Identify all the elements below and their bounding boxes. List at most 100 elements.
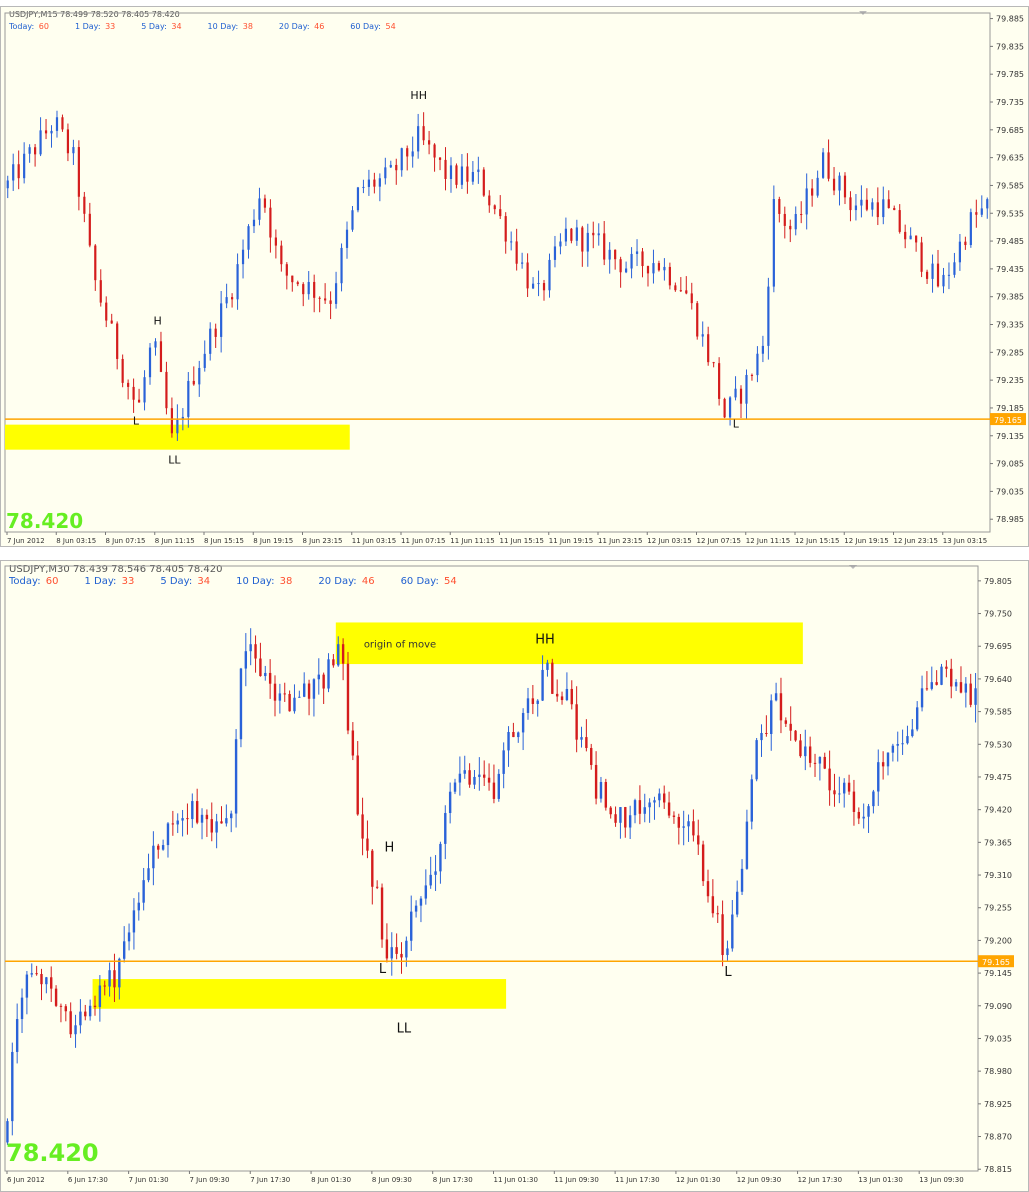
candle-body: [166, 823, 170, 846]
candle-body: [395, 164, 398, 171]
candle-body: [389, 164, 392, 168]
plot-frame: [4, 565, 979, 1172]
candle-body: [901, 743, 904, 745]
candle-body: [79, 1011, 82, 1026]
y-tick-label: 79.685: [996, 126, 1024, 135]
y-tick-label: 79.485: [996, 237, 1024, 246]
y-tick-label: 79.585: [984, 708, 1012, 717]
candle-body: [77, 147, 80, 197]
x-tick-label: 12 Jun 17:30: [798, 1176, 842, 1184]
candle-body: [25, 974, 29, 998]
candle-body: [716, 913, 719, 915]
candle-body: [176, 820, 179, 825]
candle-body: [515, 241, 518, 264]
candle-body: [497, 773, 500, 799]
x-tick-label: 12 Jun 09:30: [737, 1176, 781, 1184]
candle-body: [93, 1005, 97, 1007]
candle-body: [526, 698, 530, 713]
candle-body: [434, 871, 437, 875]
stat-value: 34: [194, 576, 211, 587]
y-tick-label: 79.145: [984, 969, 1012, 978]
candle-body: [969, 212, 972, 246]
y-tick-label: 79.365: [984, 838, 1012, 847]
plot-frame: [4, 12, 991, 533]
chart-panel-m15[interactable]: USDJPY,M15 78.499 78.520 78.405 78.420 T…: [0, 6, 1029, 547]
candle-body: [555, 693, 559, 697]
candle-body: [507, 731, 510, 751]
candle-body: [628, 815, 632, 828]
candle-body: [608, 249, 611, 260]
candle-body: [285, 264, 288, 276]
stat-value: 54: [440, 576, 457, 587]
candle-body: [657, 263, 661, 271]
candle-body: [590, 747, 593, 765]
y-tick-label: 79.085: [996, 460, 1024, 469]
candle-body: [531, 698, 535, 704]
candle-body: [570, 688, 573, 705]
candle-body: [871, 202, 874, 210]
candle-body: [541, 669, 544, 701]
candle-body: [711, 896, 715, 914]
candle-body: [975, 212, 978, 215]
candle-body: [619, 807, 622, 823]
candle-body: [726, 948, 729, 956]
candle-body: [499, 209, 502, 217]
y-tick-label: 79.750: [984, 610, 1012, 619]
candle-body: [614, 814, 617, 823]
stat-value: 60: [42, 576, 59, 587]
candle-body: [20, 997, 24, 1020]
y-tick-label: 79.785: [996, 70, 1024, 79]
collapse-arrow-icon[interactable]: [849, 565, 857, 569]
candle-body: [959, 682, 963, 693]
candle-body: [269, 207, 272, 238]
candle-body: [268, 672, 272, 684]
y-tick-label: 79.835: [996, 42, 1024, 51]
candle-body: [800, 214, 803, 216]
candle-body: [701, 334, 704, 337]
candle-body: [419, 898, 423, 906]
y-tick-label: 78.980: [984, 1067, 1012, 1076]
candle-body: [439, 843, 442, 872]
candle-body: [241, 249, 245, 265]
candle-body: [778, 199, 781, 214]
candle-body: [614, 249, 617, 260]
candle-body: [466, 166, 469, 182]
candle-body: [23, 153, 26, 179]
candle-body: [679, 290, 682, 292]
x-tick-label: 12 Jun 01:30: [676, 1176, 720, 1184]
candle-body: [745, 821, 749, 869]
candle-body: [148, 347, 152, 378]
candle-body: [517, 732, 520, 738]
candle-body: [887, 199, 890, 209]
candle-body: [915, 707, 919, 730]
candle-body: [947, 274, 951, 276]
candle-body: [635, 251, 639, 254]
candle-body: [108, 970, 111, 987]
candle-body: [375, 886, 379, 888]
stat-value: 54: [382, 22, 396, 31]
stat-label: 10 Day:: [236, 576, 275, 587]
candle-body: [559, 241, 562, 247]
y-tick-label: 79.635: [996, 154, 1024, 163]
chart-panel-m30[interactable]: USDJPY,M30 78.439 78.546 78.405 78.420 T…: [0, 560, 1029, 1192]
y-tick-label: 79.335: [996, 321, 1024, 330]
candle-body: [487, 777, 491, 783]
x-tick-label: 11 Jun 15:15: [500, 537, 544, 545]
x-tick-label: 13 Jun 09:30: [919, 1176, 963, 1184]
candle-body: [565, 688, 569, 701]
candle-body: [663, 793, 666, 803]
candle-body: [756, 353, 759, 376]
chart-canvas: origin of move79.165HHHLLLL79.80579.7507…: [4, 565, 1014, 1184]
candle-body: [843, 782, 846, 794]
candle-body: [935, 682, 938, 685]
x-tick-label: 13 Jun 01:30: [858, 1176, 902, 1184]
price-marker-label: 79.165: [994, 416, 1022, 425]
candle-body: [668, 266, 671, 286]
candle-body: [847, 782, 851, 792]
candle-body: [230, 813, 233, 819]
x-tick-label: 7 Jun 01:30: [129, 1176, 169, 1184]
candle-body: [575, 704, 578, 740]
candle-body: [687, 821, 690, 827]
candle-body: [143, 377, 146, 403]
candle-body: [986, 199, 989, 209]
